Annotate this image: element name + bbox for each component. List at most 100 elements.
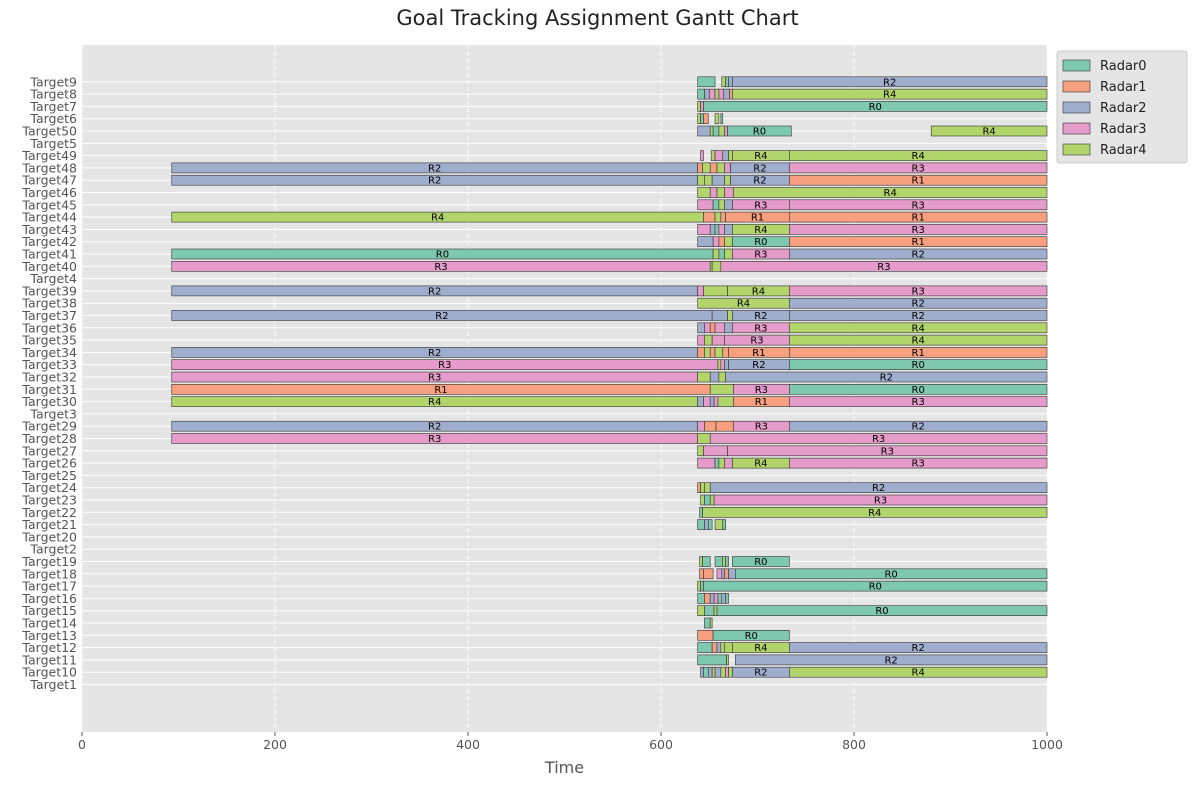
legend-item-label[interactable]: Radar2 bbox=[1100, 101, 1147, 116]
gantt-bar bbox=[704, 88, 710, 100]
gantt-bar bbox=[709, 433, 1048, 444]
gantt-bar bbox=[697, 88, 705, 100]
gantt-bar bbox=[735, 654, 1048, 666]
bar-label: R2 bbox=[912, 250, 925, 261]
y-tick-label: Target30 bbox=[21, 394, 77, 409]
legend-item-label[interactable]: Radar3 bbox=[1100, 122, 1147, 137]
x-axis-label: Time bbox=[544, 758, 585, 777]
legend-swatch bbox=[1062, 101, 1091, 114]
bar-label: R3 bbox=[434, 262, 447, 273]
gantt-bar bbox=[709, 224, 716, 235]
bar-label: R2 bbox=[880, 373, 893, 384]
gantt-bar bbox=[718, 248, 725, 260]
y-tick-label: Target5 bbox=[29, 136, 77, 151]
gantt-bar bbox=[712, 125, 720, 137]
y-tick-label: Target33 bbox=[21, 357, 77, 372]
gantt-bar bbox=[733, 187, 1048, 198]
bar-label: R3 bbox=[881, 446, 894, 457]
gantt-bar bbox=[789, 334, 1048, 346]
gantt-bar bbox=[699, 556, 703, 567]
gantt-bar bbox=[697, 580, 701, 592]
gantt-bar bbox=[703, 101, 1048, 112]
gantt-bar bbox=[732, 88, 1048, 100]
bar-label: R3 bbox=[912, 459, 925, 470]
y-tick-label: Target10 bbox=[21, 665, 77, 680]
y-tick-label: Target44 bbox=[21, 210, 77, 225]
gantt-bar bbox=[703, 113, 709, 124]
bar-label: R2 bbox=[753, 163, 766, 174]
bar-label: R1 bbox=[434, 385, 447, 396]
bar-label: R4 bbox=[752, 286, 765, 297]
bar-label: R2 bbox=[752, 360, 765, 371]
y-tick-label: Target13 bbox=[21, 628, 77, 643]
gantt-bar bbox=[724, 236, 733, 247]
y-tick-label: Target20 bbox=[21, 529, 77, 544]
bar-label: R2 bbox=[754, 668, 767, 679]
gantt-bar bbox=[713, 494, 1048, 506]
bar-label: R4 bbox=[912, 323, 925, 334]
gantt-bar bbox=[709, 322, 716, 334]
gantt-bar bbox=[709, 125, 714, 137]
gantt-bar bbox=[704, 519, 709, 530]
legend[interactable]: Radar0 Radar1 Radar2 Radar3 Radar4 bbox=[1056, 50, 1188, 164]
y-tick-label: Target4 bbox=[29, 271, 77, 286]
y-tick-label: Target50 bbox=[21, 124, 77, 139]
gantt-bar bbox=[697, 187, 711, 198]
gantt-bar bbox=[724, 199, 733, 211]
bar-label: R4 bbox=[982, 127, 995, 138]
gantt-bar bbox=[700, 113, 704, 124]
gantt-bar bbox=[789, 162, 1048, 174]
bar-label: R3 bbox=[754, 250, 767, 261]
gantt-bar bbox=[704, 420, 717, 432]
gantt-bar bbox=[704, 174, 713, 186]
gantt-bar bbox=[720, 113, 724, 124]
bar-label: R2 bbox=[884, 655, 897, 666]
legend-item-label[interactable]: Radar4 bbox=[1100, 143, 1147, 158]
gantt-bar bbox=[697, 433, 711, 444]
gantt-bar bbox=[789, 248, 1048, 260]
gantt-bar bbox=[724, 162, 731, 174]
gantt-bar bbox=[712, 199, 720, 211]
gantt-bar bbox=[703, 580, 1048, 592]
bar-label: R2 bbox=[435, 311, 448, 322]
gantt-bar bbox=[708, 88, 716, 100]
gantt-bar bbox=[697, 347, 705, 358]
x-tick-label: 1000 bbox=[1031, 737, 1063, 752]
bar-label: R2 bbox=[428, 163, 441, 174]
bar-label: R3 bbox=[912, 163, 925, 174]
legend-item-label[interactable]: Radar0 bbox=[1100, 59, 1147, 74]
bar-label: R4 bbox=[883, 90, 896, 101]
gantt-bar bbox=[725, 76, 729, 88]
bar-label: R2 bbox=[428, 176, 441, 187]
bar-label: R0 bbox=[912, 385, 925, 396]
gantt-bar bbox=[721, 76, 726, 88]
gantt-bar bbox=[732, 76, 1048, 88]
gantt-bar bbox=[711, 260, 722, 272]
gantt-bar bbox=[722, 347, 729, 358]
bar-label: R0 bbox=[875, 606, 888, 617]
gantt-bar bbox=[716, 605, 1048, 617]
bar-label: R1 bbox=[912, 348, 925, 359]
gantt-bar bbox=[697, 629, 714, 641]
gantt-bar bbox=[716, 187, 725, 198]
legend-item-label[interactable]: Radar1 bbox=[1100, 80, 1147, 95]
gantt-bar bbox=[697, 113, 701, 124]
x-tick-label: 800 bbox=[842, 737, 866, 752]
gantt-bar bbox=[714, 347, 724, 358]
chart-title: Goal Tracking Assignment Gantt Chart bbox=[396, 6, 799, 30]
gantt-bar bbox=[714, 556, 724, 567]
bar-label: R0 bbox=[912, 360, 925, 371]
gantt-bar bbox=[789, 285, 1048, 297]
gantt-bar bbox=[724, 642, 733, 653]
gantt-bar bbox=[711, 310, 728, 321]
bar-label: R2 bbox=[912, 311, 925, 322]
gantt-bar bbox=[722, 556, 726, 567]
gantt-bar bbox=[716, 568, 723, 580]
gantt-bar bbox=[697, 445, 704, 457]
gantt-bar bbox=[697, 420, 705, 432]
gantt-bar bbox=[727, 445, 1048, 457]
gantt-bar bbox=[712, 629, 790, 641]
gantt-bar bbox=[699, 568, 704, 580]
gantt-bar bbox=[700, 482, 705, 494]
